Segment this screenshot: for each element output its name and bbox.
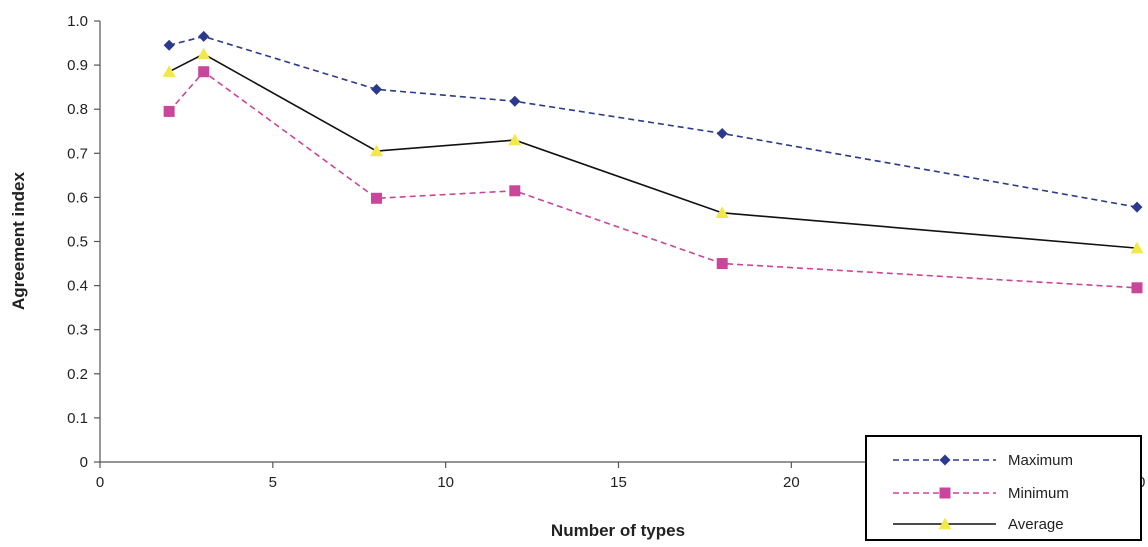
data-point-minimum	[163, 105, 175, 117]
x-tick-label: 15	[610, 474, 627, 491]
data-point-average	[162, 65, 176, 77]
x-tick-label: 10	[437, 474, 454, 491]
x-tick-label: 0	[96, 474, 104, 491]
data-point-maximum	[509, 95, 521, 107]
x-axis-title: Number of types	[551, 521, 685, 540]
data-point-minimum	[1131, 282, 1143, 294]
axes	[99, 21, 1137, 463]
series-line-maximum	[168, 35, 1138, 208]
legend-item-minimum: Minimum	[893, 485, 1069, 502]
y-tick-label: 0.2	[67, 366, 88, 383]
y-tick-label: 0.5	[67, 234, 88, 251]
data-point-minimum	[371, 192, 383, 204]
data-point-average	[370, 144, 384, 157]
y-tick-label: 0.9	[67, 57, 88, 74]
tick-marks: 05101520253000.10.20.30.40.50.60.70.80.9…	[67, 13, 1145, 491]
series-minimum	[163, 66, 1143, 294]
data-point-maximum	[198, 30, 210, 42]
data-point-average	[1130, 241, 1144, 254]
legend-label: Maximum	[1008, 452, 1073, 469]
y-tick-label: 0.8	[67, 101, 88, 118]
y-axis-title: Agreement index	[9, 171, 28, 309]
series-maximum	[163, 30, 1143, 213]
x-tick-label: 20	[783, 474, 800, 491]
y-tick-label: 0.3	[67, 322, 88, 339]
legend-box	[865, 435, 1142, 541]
y-tick-label: 0.4	[67, 278, 88, 295]
data-point-maximum	[371, 83, 383, 95]
series-line-minimum	[168, 70, 1138, 289]
data-point-minimum	[509, 185, 521, 197]
series-group	[162, 30, 1144, 294]
legend-item-maximum: Maximum	[893, 452, 1073, 469]
data-point-minimum	[716, 258, 728, 270]
data-point-maximum	[716, 127, 728, 139]
data-point-maximum	[163, 39, 175, 51]
y-tick-label: 0.6	[67, 189, 88, 206]
series-average	[162, 47, 1144, 254]
data-point-average	[715, 206, 729, 219]
y-tick-label: 0.7	[67, 145, 88, 162]
legend: Maximum Minimum Average	[865, 435, 1142, 541]
legend-marker-maximum	[939, 454, 951, 466]
legend-label: Minimum	[1008, 485, 1069, 502]
data-point-average	[197, 47, 211, 60]
y-tick-label: 1.0	[67, 13, 88, 30]
y-tick-label: 0	[80, 454, 88, 471]
legend-item-average: Average	[893, 516, 1064, 533]
legend-marker-minimum	[939, 487, 951, 499]
data-point-minimum	[198, 66, 210, 78]
series-line-average	[168, 53, 1138, 249]
y-tick-label: 0.1	[67, 410, 88, 427]
data-point-average	[508, 133, 522, 146]
data-point-maximum	[1131, 201, 1143, 213]
legend-label: Average	[1008, 516, 1064, 533]
x-tick-label: 5	[269, 474, 277, 491]
legend-marker-average	[938, 517, 952, 530]
